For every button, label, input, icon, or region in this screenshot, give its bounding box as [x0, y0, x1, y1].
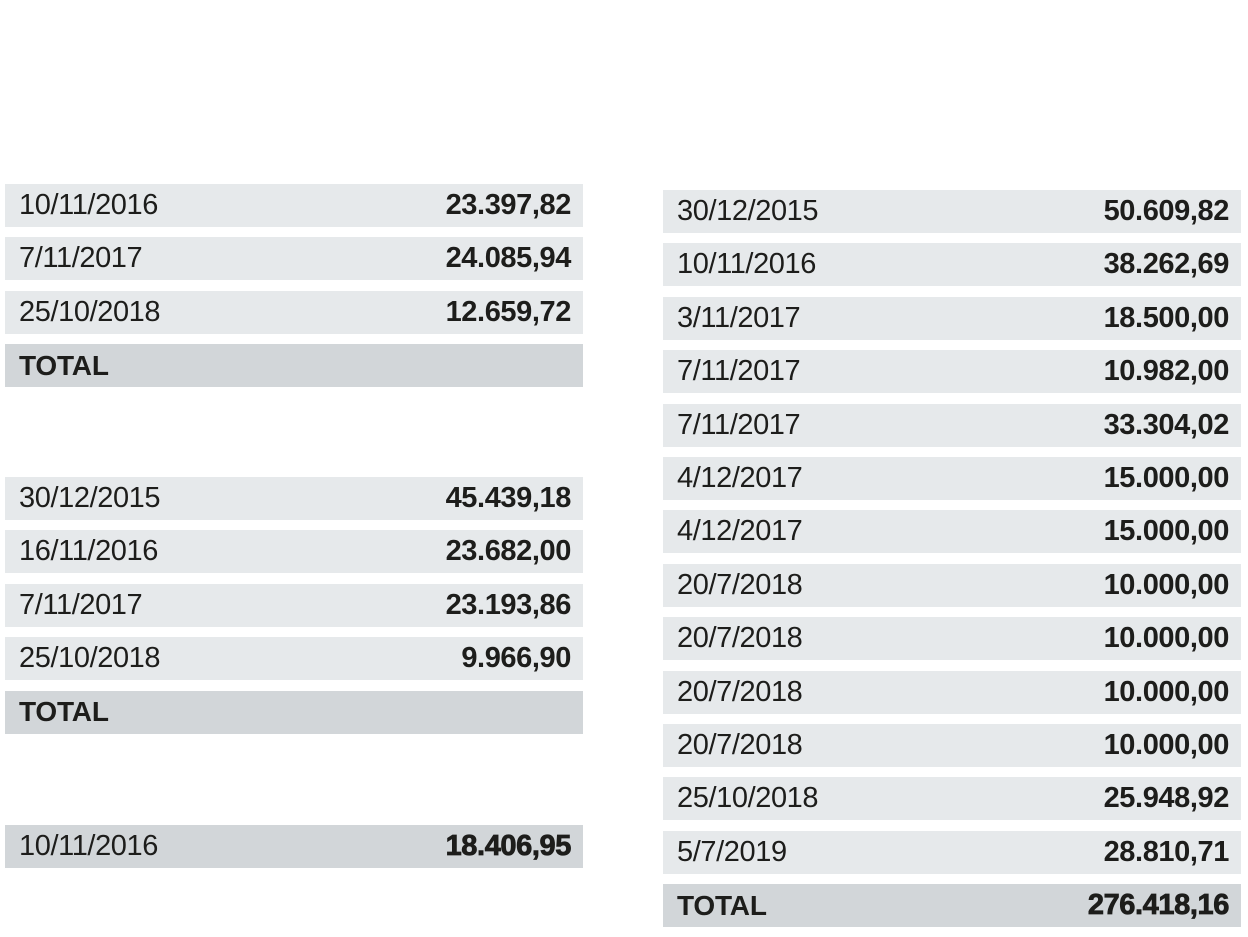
- row-date: 20/7/2018: [677, 728, 803, 761]
- table-row: 10/11/2016 38.262,69: [663, 243, 1241, 287]
- row-date: 25/10/2018: [677, 782, 819, 815]
- row-date: 30/12/2015: [677, 195, 819, 227]
- table-row: 10/11/2016 23.397,82: [5, 184, 583, 227]
- row-date: 5/7/2019: [677, 835, 787, 868]
- total-label: TOTAL: [677, 889, 767, 921]
- row-amount: 10.000,00: [1103, 675, 1230, 708]
- row-amount: 33.304,02: [1103, 408, 1230, 441]
- row-date: 10/11/2016: [19, 830, 158, 862]
- row-amount: 50.609,82: [1103, 195, 1230, 227]
- table-row: 5/7/2019 28.810,71: [663, 830, 1241, 874]
- table-row: 4/12/2017 15.000,00: [663, 510, 1241, 554]
- row-amount: 23.397,82: [445, 189, 572, 221]
- row-amount: 10.000,00: [1103, 728, 1230, 761]
- table-row: 25/10/2018 9.966,90: [5, 637, 583, 681]
- row-date: 3/11/2017: [677, 301, 801, 334]
- table-row: 16/11/2016 23.682,00: [5, 530, 583, 574]
- row-date: 16/11/2016: [19, 535, 158, 568]
- table-row: 20/7/2018 10.000,00: [663, 670, 1241, 714]
- row-amount: 10.982,00: [1103, 355, 1230, 388]
- table-left-top: 10/11/2016 23.397,82 7/11/2017 24.085,94…: [5, 184, 583, 398]
- row-date: 25/10/2018: [19, 295, 161, 328]
- table-row: 3/11/2017 18.500,00: [663, 296, 1241, 340]
- row-amount: 18.500,00: [1103, 301, 1230, 334]
- row-date: 4/12/2017: [677, 461, 803, 494]
- table-left-bottom: 10/11/2016 18.406,95: [5, 825, 583, 878]
- row-amount: 24.085,94: [445, 242, 572, 275]
- row-amount: 38.262,69: [1103, 248, 1230, 281]
- row-amount: 10.000,00: [1103, 622, 1230, 655]
- row-amount: 25.948,92: [1103, 782, 1230, 815]
- row-date: 20/7/2018: [677, 622, 803, 655]
- table-right: 30/12/2015 50.609,82 10/11/2016 38.262,6…: [663, 190, 1241, 937]
- table-row: 7/11/2017 33.304,02: [663, 403, 1241, 447]
- row-date: 30/12/2015: [19, 482, 161, 514]
- table-row: 20/7/2018 10.000,00: [663, 723, 1241, 767]
- row-amount: 12.659,72: [445, 295, 572, 328]
- table-left-middle: 30/12/2015 45.439,18 16/11/2016 23.682,0…: [5, 477, 583, 744]
- table-row: 20/7/2018 10.000,00: [663, 617, 1241, 661]
- total-label: TOTAL: [19, 696, 109, 728]
- row-date: 4/12/2017: [677, 515, 803, 548]
- row-amount: 10.000,00: [1103, 568, 1230, 601]
- total-row: TOTAL: [5, 690, 583, 734]
- row-amount: 23.193,86: [445, 588, 572, 621]
- table-row: 20/7/2018 10.000,00: [663, 563, 1241, 607]
- row-amount: 18.406,95: [445, 830, 572, 863]
- row-date: 25/10/2018: [19, 642, 161, 675]
- table-row: 4/12/2017 15.000,00: [663, 456, 1241, 500]
- row-amount: 45.439,18: [445, 482, 572, 514]
- total-row: TOTAL 276.418,16: [663, 884, 1241, 928]
- row-date: 20/7/2018: [677, 568, 803, 601]
- total-label: TOTAL: [19, 349, 109, 381]
- total-amount: 276.418,16: [1087, 889, 1229, 922]
- highlight-row: 10/11/2016 18.406,95: [5, 825, 583, 868]
- table-row: 25/10/2018 25.948,92: [663, 777, 1241, 821]
- row-date: 10/11/2016: [677, 248, 816, 281]
- row-amount: 15.000,00: [1103, 515, 1230, 548]
- table-row: 25/10/2018 12.659,72: [5, 290, 583, 334]
- total-row: TOTAL: [5, 344, 583, 388]
- row-date: 7/11/2017: [677, 408, 801, 441]
- row-amount: 28.810,71: [1103, 835, 1230, 868]
- row-amount: 23.682,00: [445, 535, 572, 568]
- row-amount: 9.966,90: [461, 642, 571, 675]
- row-amount: 15.000,00: [1103, 461, 1230, 494]
- table-row: 30/12/2015 50.609,82: [663, 190, 1241, 233]
- table-row: 30/12/2015 45.439,18: [5, 477, 583, 520]
- table-row: 7/11/2017 24.085,94: [5, 237, 583, 281]
- table-row: 7/11/2017 10.982,00: [663, 350, 1241, 394]
- row-date: 7/11/2017: [19, 242, 143, 275]
- row-date: 10/11/2016: [19, 189, 158, 221]
- row-date: 7/11/2017: [19, 588, 143, 621]
- table-row: 7/11/2017 23.193,86: [5, 583, 583, 627]
- row-date: 7/11/2017: [677, 355, 801, 388]
- row-date: 20/7/2018: [677, 675, 803, 708]
